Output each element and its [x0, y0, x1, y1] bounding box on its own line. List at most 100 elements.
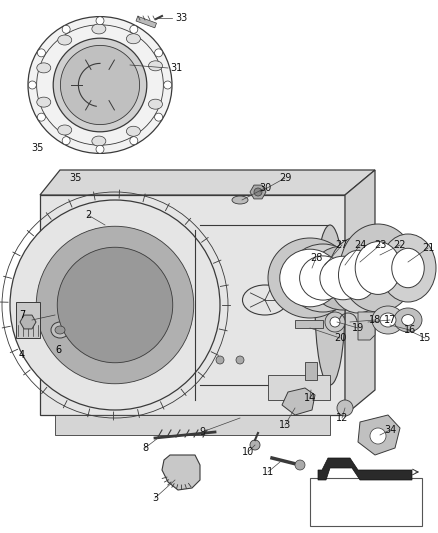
Text: 3: 3 — [152, 493, 158, 503]
Ellipse shape — [37, 97, 51, 107]
Text: 35: 35 — [69, 173, 81, 183]
Polygon shape — [268, 375, 330, 400]
Ellipse shape — [58, 125, 72, 135]
Text: 27: 27 — [336, 240, 348, 250]
Text: 21: 21 — [422, 243, 434, 253]
Polygon shape — [358, 312, 375, 340]
Ellipse shape — [28, 17, 172, 154]
Text: 7: 7 — [19, 310, 25, 320]
Ellipse shape — [392, 248, 424, 288]
Circle shape — [37, 49, 46, 57]
Circle shape — [155, 49, 162, 57]
Circle shape — [10, 200, 220, 410]
Ellipse shape — [127, 34, 141, 44]
Polygon shape — [250, 185, 266, 199]
Ellipse shape — [287, 244, 359, 312]
Circle shape — [236, 356, 244, 364]
Text: 9: 9 — [199, 427, 205, 437]
Circle shape — [62, 136, 70, 144]
Text: 30: 30 — [259, 183, 271, 193]
Circle shape — [370, 428, 386, 444]
Ellipse shape — [37, 63, 51, 73]
Polygon shape — [345, 170, 375, 415]
Circle shape — [250, 440, 260, 450]
Ellipse shape — [148, 99, 162, 109]
Polygon shape — [55, 415, 330, 435]
Text: 19: 19 — [352, 323, 364, 333]
Text: 17: 17 — [384, 315, 396, 325]
Ellipse shape — [320, 256, 366, 300]
Text: 14: 14 — [304, 393, 316, 403]
Text: 8: 8 — [142, 443, 148, 453]
Bar — [310, 478, 422, 526]
Text: 6: 6 — [55, 345, 61, 355]
Text: 2: 2 — [85, 210, 91, 220]
Text: 24: 24 — [354, 240, 366, 250]
Ellipse shape — [51, 322, 69, 338]
Text: 23: 23 — [374, 240, 386, 250]
Circle shape — [164, 81, 172, 89]
Circle shape — [96, 17, 104, 25]
Ellipse shape — [355, 241, 401, 294]
Text: 35: 35 — [32, 143, 44, 153]
Circle shape — [155, 113, 162, 121]
Text: 29: 29 — [279, 173, 291, 183]
Circle shape — [28, 81, 36, 89]
Bar — [16, 302, 40, 338]
Ellipse shape — [380, 313, 396, 327]
Text: 4: 4 — [19, 350, 25, 360]
Text: 13: 13 — [279, 420, 291, 430]
Ellipse shape — [394, 308, 422, 332]
Bar — [136, 17, 156, 28]
Polygon shape — [282, 388, 315, 415]
Text: 15: 15 — [419, 333, 431, 343]
Text: 31: 31 — [170, 63, 182, 73]
Ellipse shape — [58, 35, 72, 45]
Ellipse shape — [330, 317, 340, 327]
Ellipse shape — [325, 312, 345, 332]
Circle shape — [216, 356, 224, 364]
Text: 22: 22 — [394, 240, 406, 250]
Circle shape — [254, 188, 262, 196]
Ellipse shape — [300, 256, 346, 300]
Ellipse shape — [60, 45, 140, 125]
Polygon shape — [358, 415, 400, 455]
Bar — [295, 320, 323, 328]
Text: 12: 12 — [336, 413, 348, 423]
Ellipse shape — [53, 38, 147, 132]
Circle shape — [337, 400, 353, 416]
Ellipse shape — [309, 246, 377, 310]
Circle shape — [130, 136, 138, 144]
Ellipse shape — [315, 225, 345, 385]
Text: 10: 10 — [242, 447, 254, 457]
Text: 11: 11 — [262, 467, 274, 477]
Circle shape — [37, 113, 46, 121]
Polygon shape — [20, 315, 36, 329]
Text: 28: 28 — [310, 253, 322, 263]
Ellipse shape — [55, 326, 65, 334]
Ellipse shape — [280, 249, 340, 307]
Ellipse shape — [340, 224, 416, 312]
Text: 18: 18 — [369, 315, 381, 325]
Circle shape — [295, 460, 305, 470]
Circle shape — [130, 26, 138, 34]
Polygon shape — [318, 458, 412, 480]
Circle shape — [36, 226, 194, 384]
Ellipse shape — [268, 238, 352, 318]
Ellipse shape — [402, 314, 414, 326]
Circle shape — [96, 146, 104, 154]
Bar — [40, 195, 345, 415]
Ellipse shape — [380, 234, 436, 302]
Ellipse shape — [92, 24, 106, 34]
Ellipse shape — [127, 126, 141, 136]
Ellipse shape — [328, 237, 388, 313]
Circle shape — [57, 247, 173, 363]
Text: 33: 33 — [175, 13, 187, 23]
Text: 20: 20 — [334, 333, 346, 343]
Bar — [305, 362, 317, 380]
Text: 16: 16 — [404, 325, 416, 335]
Polygon shape — [40, 170, 375, 195]
Polygon shape — [162, 455, 200, 490]
Ellipse shape — [232, 196, 248, 204]
Ellipse shape — [372, 306, 404, 334]
